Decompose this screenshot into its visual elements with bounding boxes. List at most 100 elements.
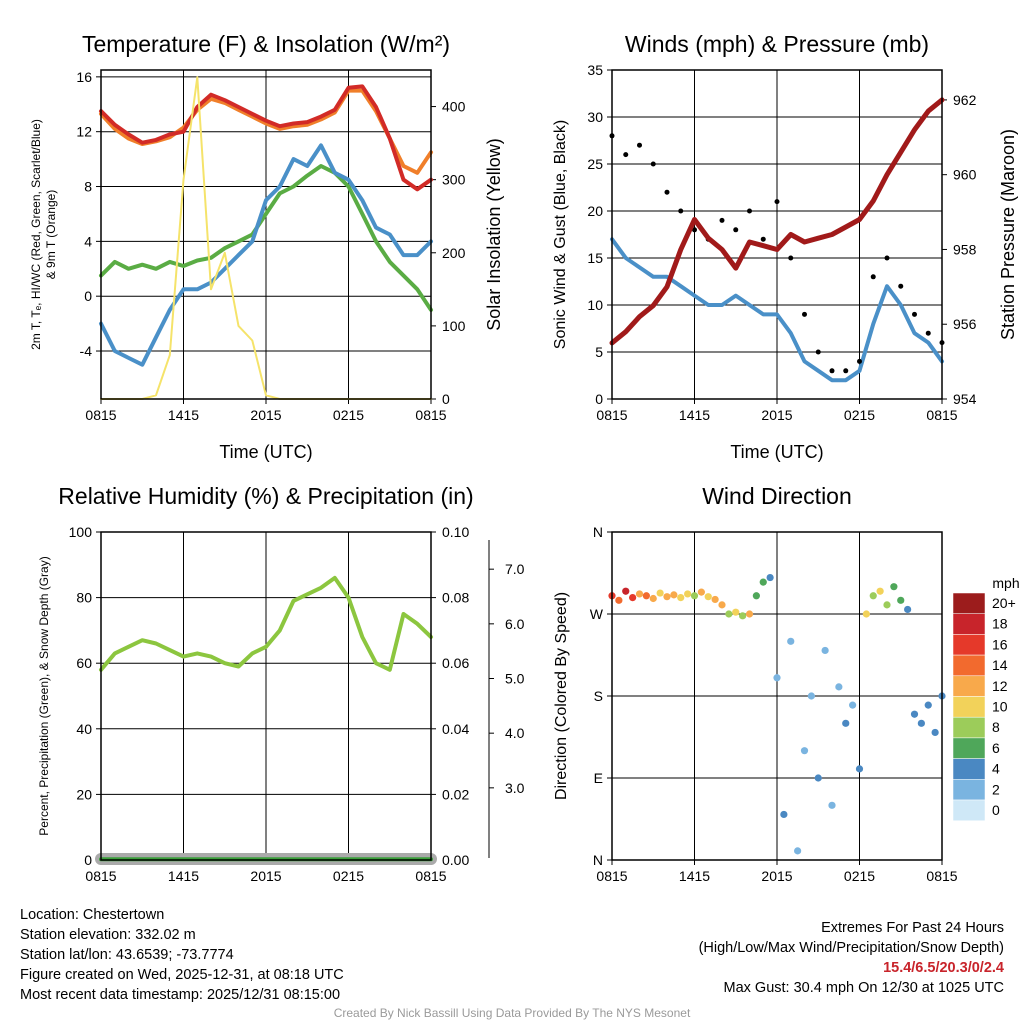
winds-gust-point <box>788 255 794 261</box>
extremes-values: 15.4/6.5/20.3/0/2.4 <box>883 960 1004 976</box>
wdir-point <box>835 683 843 691</box>
wdir-xtick-label: 0815 <box>926 868 957 884</box>
wdir-point <box>904 605 912 614</box>
winds-frame <box>611 69 943 400</box>
wdir-legend-label: 6 <box>992 740 1000 756</box>
created-text: Figure created on Wed, 2025-12-31, at 08… <box>20 967 344 983</box>
wdir-point <box>642 592 650 600</box>
winds-gust-point <box>774 199 780 205</box>
rh-ytick-label: 100 <box>69 524 93 540</box>
temp-y2tick-label: 400 <box>442 99 466 115</box>
winds-gust-point <box>925 330 931 336</box>
wdir-xtick-label: 0815 <box>596 868 627 884</box>
rh-ytick-label: 40 <box>76 721 92 737</box>
temp-xlabel: Time (UTC) <box>219 442 312 462</box>
wdir-point <box>732 608 740 616</box>
wdir-point <box>897 596 905 604</box>
temp-ytick-label: 4 <box>84 233 92 249</box>
temp-y2tick-label: 0 <box>442 391 450 407</box>
rh-chart-title: Relative Humidity (%) & Precipitation (i… <box>58 483 473 509</box>
winds-xtick-label: 2015 <box>761 407 792 423</box>
rh-series-relative-humidity <box>99 575 433 672</box>
rh-y2tick-label: 0.00 <box>442 852 469 868</box>
temp-xtick-label: 0815 <box>415 407 446 423</box>
temp-series-2m-t <box>99 84 433 192</box>
wdir-point <box>670 591 678 599</box>
winds-gust-point <box>664 189 670 195</box>
latlon-text: Station lat/lon: 43.6539; -73.7774 <box>20 947 234 963</box>
winds-ytick-label: 30 <box>587 109 603 125</box>
wdir-point <box>739 612 747 620</box>
temp-ytick-label: 12 <box>76 124 92 140</box>
winds-ytick-label: 35 <box>587 62 603 78</box>
wdir-point <box>794 847 802 855</box>
temp-y2tick-label: 300 <box>442 172 466 188</box>
wdir-ytick-label: E <box>594 770 603 786</box>
wdir-point <box>704 593 712 601</box>
rh-y2tick-label: 0.02 <box>442 786 469 802</box>
temp-xtick-label: 2015 <box>250 407 281 423</box>
rh-ytick-label: 20 <box>76 786 92 802</box>
temp-y2tick-label: 100 <box>442 318 466 334</box>
winds-gust-point <box>623 152 629 158</box>
extremes-info: Extremes For Past 24 Hours (High/Low/Max… <box>699 918 1004 998</box>
wdir-legend-swatch <box>952 696 986 718</box>
temp-xtick-label: 0215 <box>333 407 364 423</box>
wdir-ylabel: Direction (Colored By Speed) <box>553 592 570 800</box>
rh-snow-tick-label: 6.0 <box>505 616 525 632</box>
wdir-legend-swatch <box>952 675 986 697</box>
winds-xtick-label: 0215 <box>844 407 875 423</box>
winds-ytick-label: 5 <box>595 344 603 360</box>
winds-gust-point <box>719 217 725 223</box>
wdir-point <box>725 610 733 618</box>
rh-xtick-label: 1415 <box>168 868 199 884</box>
wdir-point <box>862 610 870 618</box>
winds-chart-title: Winds (mph) & Pressure (mb) <box>625 31 929 57</box>
winds-y2tick-label: 958 <box>953 241 977 257</box>
winds-gust-point <box>815 349 821 355</box>
wdir-ytick-label: S <box>594 688 603 704</box>
rh-y2tick-label: 0.10 <box>442 524 469 540</box>
temp-ytick-label: 16 <box>76 69 92 85</box>
wdir-ytick-label: N <box>593 852 603 868</box>
winds-gust-point <box>637 142 642 148</box>
wdir-ytick-label: N <box>593 524 603 540</box>
wdir-point <box>890 583 898 591</box>
winds-gust-point <box>692 227 697 233</box>
wdir-point <box>910 710 919 718</box>
winds-gust-point <box>678 208 684 214</box>
rh-ytick-label: 80 <box>76 590 92 606</box>
temp-chart-title: Temperature (F) & Insolation (W/m²) <box>82 31 450 57</box>
winds-xtick-label: 0815 <box>596 407 627 423</box>
wdir-point <box>677 594 685 602</box>
wdir-point <box>711 595 719 604</box>
winds-gust-point <box>747 208 752 214</box>
winds-gust-point <box>898 283 904 289</box>
wdir-legend-swatch <box>952 654 986 677</box>
wdir-legend-swatch <box>952 799 986 821</box>
wdir-point <box>615 596 623 604</box>
station-info: Location: Chestertown Station elevation:… <box>20 905 344 1005</box>
rh-xtick-label: 0215 <box>333 868 364 884</box>
temp-series-hi-wc-blue- <box>99 143 433 367</box>
wdir-legend-title: mph <box>992 575 1019 591</box>
rh-snow-tick-label: 5.0 <box>505 671 525 687</box>
temp-y2label: Solar Insolation (Yellow) <box>484 138 504 330</box>
wdir-legend-label: 20+ <box>992 595 1016 611</box>
temp-y2tick-label: 200 <box>442 245 466 261</box>
wdir-point <box>821 646 829 655</box>
wdir-point <box>814 774 822 782</box>
winds-gust-point <box>884 255 890 261</box>
winds-ylabel: Sonic Wind & Gust (Blue, Black) <box>552 120 569 349</box>
wdir-legend-swatch <box>952 592 986 614</box>
winds-gust-point <box>802 311 807 317</box>
wdir-xtick-label: 1415 <box>679 868 710 884</box>
wdir-point <box>656 589 664 597</box>
rh-ytick-label: 0 <box>84 852 92 868</box>
wdir-xtick-label: 0215 <box>844 868 875 884</box>
wdir-xtick-label: 2015 <box>761 868 792 884</box>
rh-ytick-label: 60 <box>76 655 92 671</box>
winds-xtick-label: 1415 <box>679 407 710 423</box>
wdir-point <box>752 592 760 600</box>
location-text: Location: Chestertown <box>20 907 165 923</box>
